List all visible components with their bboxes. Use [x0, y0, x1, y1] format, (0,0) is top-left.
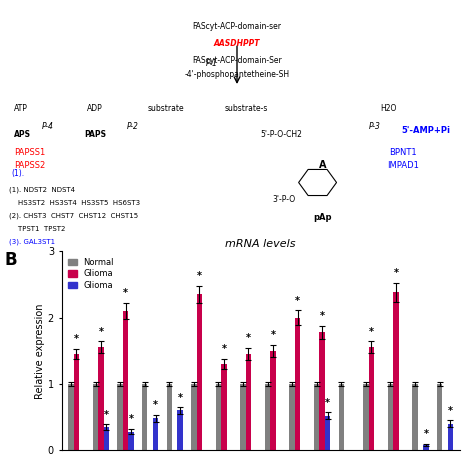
Text: (3). GAL3ST1: (3). GAL3ST1	[9, 239, 55, 246]
Bar	[68, 384, 73, 450]
Bar	[369, 347, 374, 450]
Text: *: *	[178, 392, 182, 402]
Text: *: *	[74, 334, 79, 344]
Text: 3'-P-O: 3'-P-O	[273, 195, 296, 204]
Bar	[290, 384, 295, 450]
Text: PAPSS2: PAPSS2	[14, 161, 46, 170]
Bar	[216, 384, 221, 450]
Text: APS: APS	[14, 130, 31, 139]
Text: ADP: ADP	[87, 104, 103, 113]
Title: mRNA levels: mRNA levels	[226, 239, 296, 249]
Text: BPNT1: BPNT1	[389, 147, 417, 156]
Text: *: *	[423, 429, 428, 439]
Text: *: *	[246, 334, 251, 344]
Text: FAScyt-ACP-domain-Ser: FAScyt-ACP-domain-Ser	[192, 56, 282, 65]
Bar	[191, 384, 197, 450]
Bar	[93, 384, 98, 450]
Bar	[128, 432, 134, 450]
Text: *: *	[393, 268, 398, 278]
Bar	[177, 410, 183, 450]
Bar	[388, 384, 393, 450]
Text: P-1: P-1	[206, 58, 218, 67]
Bar	[118, 384, 123, 450]
Text: *: *	[448, 406, 453, 416]
Bar	[448, 424, 453, 450]
Text: *: *	[153, 401, 158, 410]
Text: B: B	[5, 251, 18, 269]
Text: IMPAD1: IMPAD1	[387, 161, 419, 170]
Bar	[270, 351, 276, 450]
Text: HS3ST2  HS3ST4  HS3ST5  HS6ST3: HS3ST2 HS3ST4 HS3ST5 HS6ST3	[9, 200, 141, 206]
Bar	[437, 384, 442, 450]
Text: substrate-s: substrate-s	[225, 104, 268, 113]
Text: (2). CHST3  CHST7  CHST12  CHST15: (2). CHST3 CHST7 CHST12 CHST15	[9, 213, 138, 219]
Text: P-2: P-2	[127, 121, 139, 130]
Text: P-4: P-4	[41, 121, 54, 130]
Text: 5'-AMP+Pi: 5'-AMP+Pi	[401, 126, 450, 135]
Text: 5'-P-O-CH2: 5'-P-O-CH2	[261, 130, 302, 139]
Legend: Normal, Glioma, Glioma: Normal, Glioma, Glioma	[66, 255, 116, 292]
Bar	[240, 384, 246, 450]
Text: PAPSS1: PAPSS1	[14, 147, 46, 156]
Text: P-3: P-3	[368, 121, 381, 130]
Text: substrate: substrate	[147, 104, 184, 113]
Text: *: *	[104, 410, 109, 420]
Text: *: *	[325, 398, 330, 408]
Text: A: A	[319, 160, 326, 170]
Text: *: *	[319, 311, 325, 321]
Bar	[338, 384, 344, 450]
Text: (1).: (1).	[12, 169, 25, 178]
Text: ATP: ATP	[14, 104, 28, 113]
Text: *: *	[369, 327, 374, 337]
Bar	[153, 419, 158, 450]
Text: (1). NDST2  NDST4: (1). NDST2 NDST4	[9, 187, 75, 193]
Bar	[166, 384, 172, 450]
Bar	[123, 311, 128, 450]
Text: -4'-phosphopantetheine-SH: -4'-phosphopantetheine-SH	[184, 70, 290, 79]
Bar	[142, 384, 147, 450]
Bar	[246, 354, 251, 450]
Bar	[104, 427, 109, 450]
Bar	[73, 354, 79, 450]
Text: pAp: pAp	[313, 213, 332, 222]
Bar	[423, 445, 428, 450]
Text: *: *	[197, 271, 202, 281]
Bar	[393, 292, 399, 450]
Text: *: *	[123, 288, 128, 298]
Text: *: *	[99, 327, 103, 337]
Y-axis label: Relative expression: Relative expression	[35, 303, 45, 399]
Text: FAScyt-ACP-domain-ser: FAScyt-ACP-domain-ser	[192, 22, 282, 31]
Bar	[325, 416, 330, 450]
Bar	[265, 384, 270, 450]
Bar	[295, 318, 300, 450]
Bar	[221, 364, 227, 450]
Text: PAPS: PAPS	[84, 130, 106, 139]
Text: *: *	[295, 296, 300, 306]
Bar	[197, 294, 202, 450]
Bar	[319, 332, 325, 450]
Bar	[98, 347, 104, 450]
Text: *: *	[221, 344, 226, 354]
Text: *: *	[128, 414, 133, 424]
Text: H2O: H2O	[381, 104, 397, 113]
Text: AASDHPPT: AASDHPPT	[214, 39, 260, 48]
Text: TPST1  TPST2: TPST1 TPST2	[9, 226, 66, 232]
Bar	[412, 384, 418, 450]
Bar	[363, 384, 369, 450]
Text: *: *	[271, 330, 275, 340]
Bar	[314, 384, 319, 450]
